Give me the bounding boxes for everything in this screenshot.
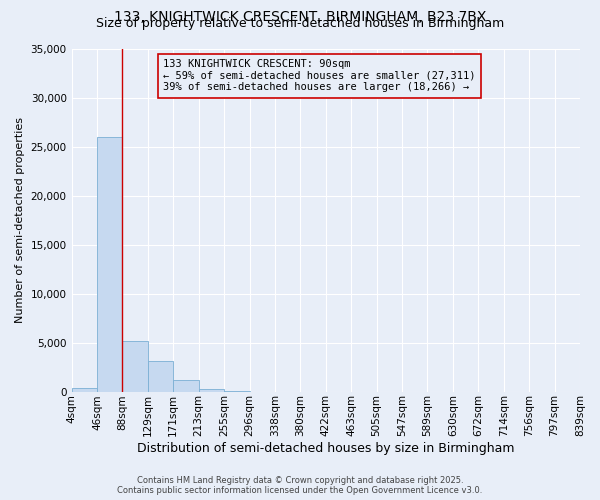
Bar — [71, 388, 97, 392]
Y-axis label: Number of semi-detached properties: Number of semi-detached properties — [15, 118, 25, 324]
Text: Size of property relative to semi-detached houses in Birmingham: Size of property relative to semi-detach… — [96, 18, 504, 30]
Bar — [122, 340, 148, 392]
Bar — [173, 380, 199, 392]
Text: Contains HM Land Registry data © Crown copyright and database right 2025.
Contai: Contains HM Land Registry data © Crown c… — [118, 476, 482, 495]
Bar — [97, 137, 122, 392]
Bar — [199, 388, 224, 392]
Text: 133, KNIGHTWICK CRESCENT, BIRMINGHAM, B23 7BX: 133, KNIGHTWICK CRESCENT, BIRMINGHAM, B2… — [114, 10, 486, 24]
X-axis label: Distribution of semi-detached houses by size in Birmingham: Distribution of semi-detached houses by … — [137, 442, 515, 455]
Bar — [224, 390, 250, 392]
Text: 133 KNIGHTWICK CRESCENT: 90sqm
← 59% of semi-detached houses are smaller (27,311: 133 KNIGHTWICK CRESCENT: 90sqm ← 59% of … — [163, 60, 476, 92]
Bar — [148, 361, 173, 392]
